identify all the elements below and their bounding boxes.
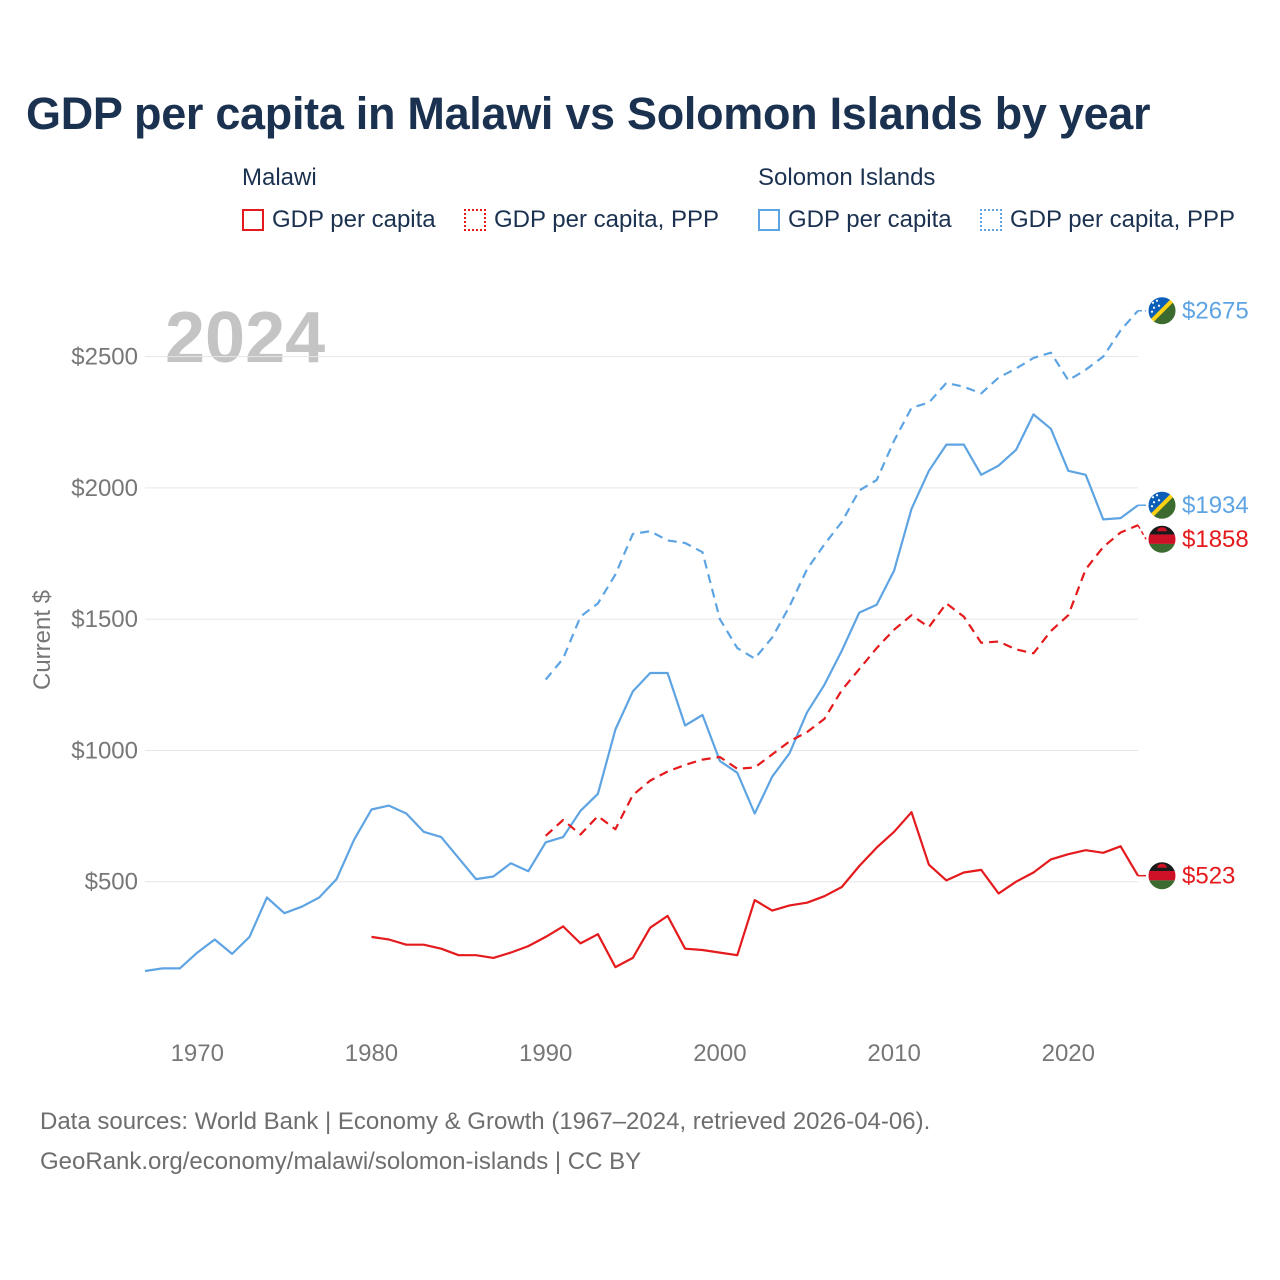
x-tick-label: 2010	[867, 1040, 920, 1067]
x-tick-label: 2000	[693, 1040, 746, 1067]
malawi-flag-icon	[1148, 525, 1176, 553]
source-url[interactable]: GeoRank.org/economy/malawi/solomon-islan…	[40, 1148, 641, 1176]
year-watermark: 2024	[165, 298, 325, 378]
end-label-connector	[1138, 525, 1146, 539]
solomon-islands-flag-icon	[1148, 297, 1176, 325]
x-tick-label: 2020	[1042, 1040, 1095, 1067]
x-axis: 1970 1980 1990 2000 2010 2020	[171, 1040, 1095, 1067]
end-labels: $2675 $1934 $1858 $523	[1138, 297, 1249, 890]
series	[145, 311, 1138, 971]
series-line-malawi-gdp-per-capita	[372, 812, 1139, 967]
y-axis: $500 $1000 $1500 $2000 $2500	[71, 344, 138, 896]
end-value-label: $2675	[1182, 298, 1249, 325]
series-line-solomon-islands-gdp-per-capita-ppp	[546, 311, 1138, 680]
end-value-label: $1934	[1182, 492, 1249, 519]
source-line: Data sources: World Bank | Economy & Gro…	[40, 1108, 930, 1136]
y-tick-label: $1000	[71, 737, 138, 764]
y-tick-label: $1500	[71, 606, 138, 633]
malawi-flag-icon	[1148, 862, 1176, 890]
end-value-label: $523	[1182, 863, 1235, 890]
end-value-label: $1858	[1182, 526, 1249, 553]
y-tick-label: $2500	[71, 344, 138, 371]
y-tick-label: $2000	[71, 475, 138, 502]
series-line-solomon-islands-gdp-per-capita	[145, 414, 1138, 971]
series-line-malawi-gdp-per-capita-ppp	[546, 525, 1138, 836]
y-tick-label: $500	[85, 869, 138, 896]
line-chart: 2024 $500$1000$1500$2000$2500 1970 1980 19…	[0, 0, 1280, 1280]
grid	[145, 357, 1138, 882]
x-tick-label: 1980	[345, 1040, 398, 1067]
solomon-islands-flag-icon	[1148, 491, 1176, 519]
y-axis-label: Current $	[29, 590, 56, 690]
x-tick-label: 1970	[171, 1040, 224, 1067]
x-tick-label: 1990	[519, 1040, 572, 1067]
